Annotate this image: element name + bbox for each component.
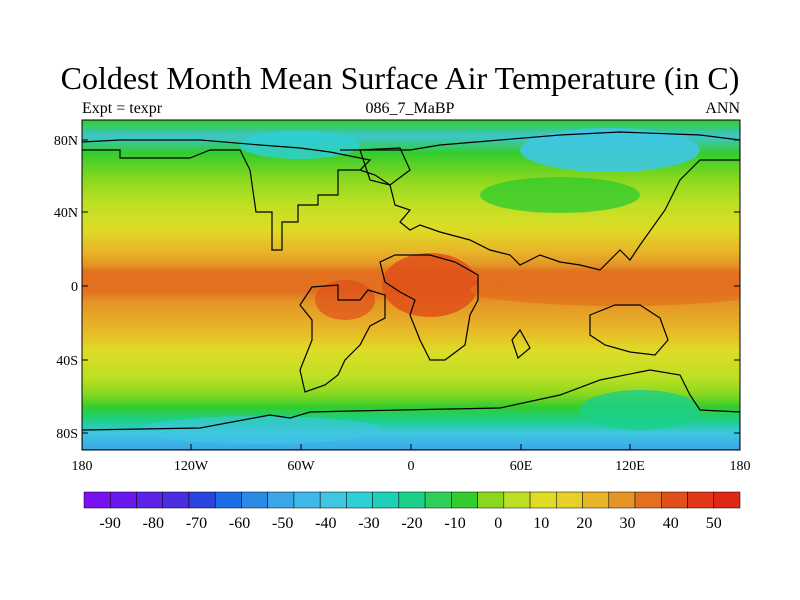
colorbar-label: 10 xyxy=(533,515,549,532)
antarctica-cold-west xyxy=(140,416,380,444)
lon-label-180w: 180 xyxy=(72,459,93,474)
lon-labels: 180 120W 60W 0 60E 120E 180 xyxy=(72,459,751,474)
colorbar-label: 0 xyxy=(494,515,502,532)
colorbar-swatch xyxy=(424,491,452,509)
north-america-outline xyxy=(82,139,372,251)
axis-ticks xyxy=(82,139,740,450)
colorbar-swatch xyxy=(556,491,583,509)
colorbar-swatch xyxy=(136,491,163,509)
greenland-outline xyxy=(359,147,411,186)
antarctica-cold xyxy=(580,390,700,430)
south-america-outline xyxy=(299,284,386,393)
colorbar xyxy=(83,491,741,509)
colorbar-swatch xyxy=(293,491,321,509)
colorbar-label: -90 xyxy=(100,515,121,532)
lon-label-120w: 120W xyxy=(174,459,209,474)
colorbar-label: -50 xyxy=(272,515,293,532)
colorbar-label: -60 xyxy=(229,515,250,532)
colorbar-swatch xyxy=(267,491,295,509)
colorbar-swatch xyxy=(634,491,662,509)
lon-label-60w: 60W xyxy=(287,459,315,474)
colorbar-label: 50 xyxy=(706,515,722,532)
colorbar-swatch xyxy=(162,491,190,509)
lon-label-180e: 180 xyxy=(730,459,751,474)
colorbar-swatch xyxy=(372,491,400,509)
colorbar-label: -20 xyxy=(401,515,422,532)
colorbar-swatch xyxy=(346,491,373,509)
lat-label-40s: 40S xyxy=(56,354,78,369)
africa-outline xyxy=(379,254,479,361)
colorbar-label: -80 xyxy=(143,515,164,532)
colorbar-swatch xyxy=(398,491,426,509)
colorbar-swatch xyxy=(319,491,347,509)
lat-labels: 80N 40N 0 40S 80S xyxy=(54,134,78,442)
colorbar-label: -30 xyxy=(358,515,379,532)
colorbar-swatch xyxy=(582,491,610,509)
lat-label-40n: 40N xyxy=(54,206,78,221)
africa-hot xyxy=(382,253,478,317)
period-label: 086_7_MaBP xyxy=(365,100,455,117)
lat-label-80s: 80S xyxy=(56,427,78,442)
colorbar-label: 20 xyxy=(576,515,592,532)
colorbar-swatch xyxy=(529,491,557,509)
eurasia-outline xyxy=(340,131,740,271)
australia-outline xyxy=(589,304,669,356)
colorbar-label: 40 xyxy=(663,515,679,532)
colorbar-swatch xyxy=(661,491,688,509)
experiment-label: Expt = texpr xyxy=(82,100,163,117)
colorbar-swatch xyxy=(188,491,216,509)
antarctica-outline xyxy=(82,369,740,450)
lon-label-60e: 60E xyxy=(510,459,533,474)
colorbar-swatch xyxy=(477,491,505,509)
colorbar-label: -40 xyxy=(315,515,336,532)
colorbar-label: -70 xyxy=(186,515,207,532)
lon-label-120e: 120E xyxy=(615,459,645,474)
colorbar-label: -10 xyxy=(444,515,465,532)
continent-outlines xyxy=(82,131,740,450)
siberia-cold xyxy=(480,177,640,213)
lon-label-0: 0 xyxy=(408,459,415,474)
lat-label-80n: 80N xyxy=(54,134,78,149)
colorbar-swatch xyxy=(503,491,531,509)
colorbar-swatch xyxy=(214,491,242,509)
colorbar-swatch xyxy=(608,491,636,509)
colorbar-swatch xyxy=(83,491,111,509)
colorbar-swatch xyxy=(687,491,715,509)
colorbar-swatch xyxy=(713,491,741,509)
colorbar-label: 30 xyxy=(620,515,636,532)
pacific-warm-tongue xyxy=(470,274,740,306)
madagascar-outline xyxy=(511,328,531,360)
colorbar-swatch xyxy=(109,491,137,509)
temperature-field xyxy=(82,120,740,450)
colorbar-labels: -90 -80 -70 -60 -50 -40 -30 -20 -10 0 10 20 30 40 50 xyxy=(100,515,722,532)
season-label: ANN xyxy=(705,100,740,117)
lat-label-0: 0 xyxy=(71,280,78,295)
arctic-cold-patch xyxy=(520,128,700,172)
chart-title: Coldest Month Mean Surface Air Temperatu… xyxy=(60,60,740,96)
colorbar-swatch xyxy=(451,491,478,509)
colorbar-swatch xyxy=(241,491,268,509)
